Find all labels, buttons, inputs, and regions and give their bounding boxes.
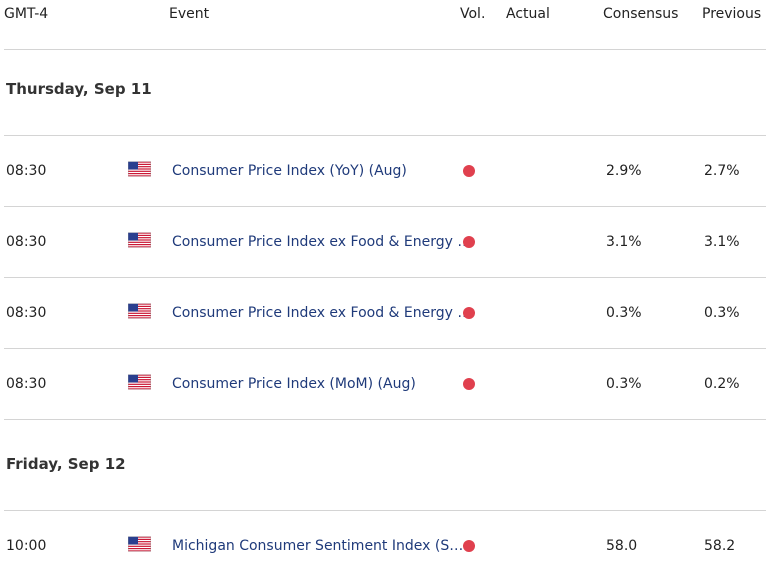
volatility-dot	[463, 378, 475, 390]
date-header: Thursday, Sep 11	[6, 80, 152, 98]
time: 08:30	[6, 305, 47, 321]
divider	[4, 49, 766, 50]
event-link[interactable]: Consumer Price Index (YoY) (Aug)	[172, 163, 407, 179]
time: 08:30	[6, 234, 47, 250]
previous: 3.1%	[704, 234, 740, 250]
divider	[4, 419, 766, 420]
divider	[4, 510, 766, 511]
flag-icon	[127, 303, 152, 323]
consensus: 0.3%	[606, 376, 642, 392]
time: 10:00	[6, 538, 47, 554]
column-header: Actual	[506, 6, 550, 22]
previous: 58.2	[704, 538, 736, 554]
consensus: 2.9%	[606, 163, 642, 179]
divider	[4, 135, 766, 136]
column-header: Consensus	[603, 6, 679, 22]
event-link[interactable]: Consumer Price Index ex Food & Energy …	[172, 305, 472, 321]
column-header: Previous	[702, 6, 762, 22]
column-header: Vol.	[460, 6, 486, 22]
divider	[4, 206, 766, 207]
volatility-dot	[463, 236, 475, 248]
flag-icon	[127, 161, 152, 181]
divider	[4, 277, 766, 278]
consensus: 0.3%	[606, 305, 642, 321]
previous: 0.2%	[704, 376, 740, 392]
flag-icon	[127, 536, 152, 556]
volatility-dot	[463, 165, 475, 177]
previous: 0.3%	[704, 305, 740, 321]
event-link[interactable]: Michigan Consumer Sentiment Index (S…	[172, 538, 464, 554]
flag-icon	[127, 232, 152, 252]
flag-icon	[127, 374, 152, 394]
volatility-dot	[463, 540, 475, 552]
divider	[4, 348, 766, 349]
column-header: GMT-4	[4, 6, 49, 22]
volatility-dot	[463, 307, 475, 319]
consensus: 58.0	[606, 538, 638, 554]
date-header: Friday, Sep 12	[6, 455, 126, 473]
previous: 2.7%	[704, 163, 740, 179]
time: 08:30	[6, 376, 47, 392]
time: 08:30	[6, 163, 47, 179]
event-link[interactable]: Consumer Price Index (MoM) (Aug)	[172, 376, 416, 392]
consensus: 3.1%	[606, 234, 642, 250]
column-header: Event	[169, 6, 210, 22]
event-link[interactable]: Consumer Price Index ex Food & Energy …	[172, 234, 472, 250]
